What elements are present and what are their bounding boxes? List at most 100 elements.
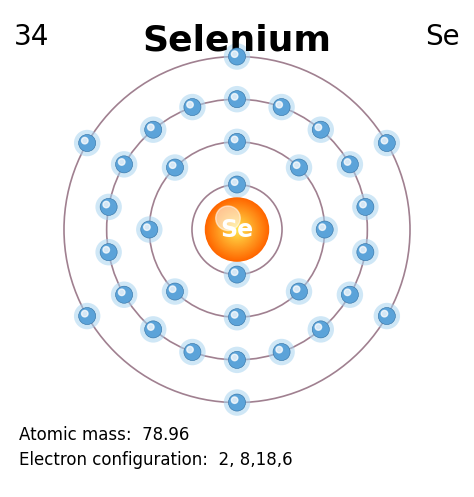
Circle shape (232, 224, 242, 235)
Circle shape (291, 159, 308, 176)
Circle shape (209, 201, 265, 258)
Circle shape (381, 311, 388, 317)
Circle shape (103, 201, 109, 208)
Circle shape (214, 207, 260, 252)
Circle shape (208, 200, 266, 258)
Text: Atomic mass:  78.96: Atomic mass: 78.96 (19, 426, 189, 444)
Circle shape (231, 354, 238, 361)
Circle shape (205, 198, 269, 261)
Circle shape (184, 343, 201, 360)
Circle shape (100, 198, 117, 215)
Circle shape (228, 90, 246, 108)
Circle shape (82, 137, 88, 144)
Circle shape (231, 312, 238, 318)
Circle shape (184, 98, 201, 116)
Circle shape (231, 397, 238, 404)
Circle shape (187, 101, 193, 108)
Circle shape (234, 226, 240, 233)
Circle shape (218, 210, 256, 249)
Circle shape (145, 321, 162, 338)
Circle shape (344, 159, 351, 165)
Circle shape (223, 216, 251, 243)
Circle shape (312, 121, 329, 138)
Circle shape (224, 43, 250, 70)
Circle shape (140, 316, 166, 342)
Circle shape (230, 223, 244, 236)
Circle shape (228, 266, 246, 283)
Circle shape (169, 162, 176, 168)
Circle shape (169, 286, 176, 292)
Circle shape (236, 228, 238, 231)
Circle shape (216, 206, 240, 231)
Circle shape (223, 215, 251, 244)
Circle shape (337, 281, 363, 308)
Circle shape (210, 202, 264, 257)
Circle shape (360, 201, 366, 208)
Circle shape (231, 136, 238, 143)
Circle shape (268, 94, 295, 120)
Circle shape (293, 286, 300, 292)
Circle shape (276, 346, 283, 353)
Circle shape (293, 162, 300, 168)
Circle shape (219, 211, 255, 248)
Circle shape (228, 176, 246, 193)
Circle shape (224, 171, 250, 198)
Circle shape (308, 316, 334, 342)
Circle shape (352, 194, 379, 220)
Text: Se: Se (425, 23, 460, 51)
Circle shape (235, 228, 239, 232)
Circle shape (228, 221, 246, 239)
Circle shape (235, 227, 239, 232)
Circle shape (374, 130, 400, 156)
Circle shape (147, 324, 154, 330)
Circle shape (145, 121, 162, 138)
Circle shape (233, 226, 241, 234)
Circle shape (144, 224, 150, 231)
Circle shape (228, 48, 246, 65)
Circle shape (215, 208, 259, 251)
Circle shape (316, 221, 333, 238)
Circle shape (82, 311, 88, 317)
Circle shape (166, 283, 183, 300)
Circle shape (224, 261, 250, 288)
Text: Se: Se (220, 218, 254, 242)
Circle shape (216, 208, 258, 251)
Text: Selenium: Selenium (143, 23, 331, 57)
Circle shape (95, 194, 122, 220)
Circle shape (344, 289, 351, 296)
Circle shape (74, 130, 100, 156)
Circle shape (179, 339, 206, 365)
Circle shape (341, 156, 358, 173)
Circle shape (212, 204, 262, 254)
Circle shape (111, 281, 137, 308)
Circle shape (100, 244, 117, 261)
Circle shape (352, 239, 379, 265)
Circle shape (210, 203, 264, 256)
Circle shape (231, 51, 238, 57)
Circle shape (116, 156, 133, 173)
Circle shape (226, 219, 248, 241)
Circle shape (221, 213, 253, 246)
Circle shape (220, 213, 254, 247)
Circle shape (162, 154, 188, 181)
Circle shape (140, 116, 166, 143)
Circle shape (95, 239, 122, 265)
Circle shape (210, 202, 264, 256)
Circle shape (378, 135, 395, 152)
Circle shape (219, 212, 255, 248)
Circle shape (228, 394, 246, 411)
Circle shape (232, 225, 242, 234)
Circle shape (381, 137, 388, 144)
Circle shape (228, 309, 246, 326)
Circle shape (118, 289, 125, 296)
Circle shape (79, 308, 96, 325)
Circle shape (357, 198, 374, 215)
Circle shape (111, 151, 137, 177)
Circle shape (231, 224, 243, 236)
Circle shape (226, 218, 248, 241)
Circle shape (74, 303, 100, 330)
Circle shape (357, 244, 374, 261)
Circle shape (103, 247, 109, 253)
Circle shape (308, 116, 334, 143)
Circle shape (230, 223, 244, 237)
